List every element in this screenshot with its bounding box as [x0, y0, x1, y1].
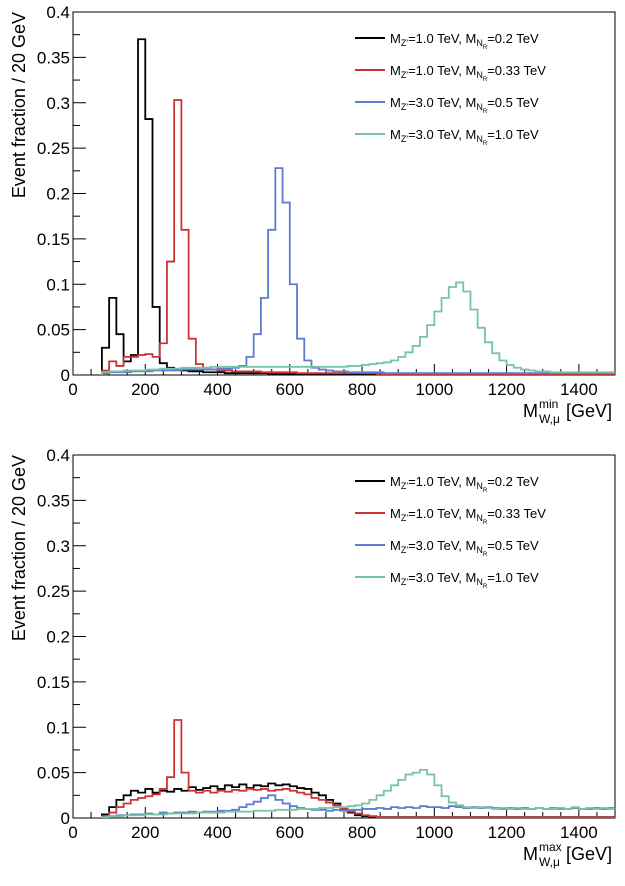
legend-entry-2: MZ'=3.0 TeV, MNR=0.5 TeV: [390, 538, 539, 558]
y-tick-label: 0.15: [37, 230, 70, 249]
y-tick-label: 0.3: [46, 537, 70, 556]
x-tick-label: 400: [203, 380, 231, 399]
y-tick-label: 0.05: [37, 764, 70, 783]
legend-entry-0: MZ'=1.0 TeV, MNR=0.2 TeV: [390, 474, 539, 494]
y-tick-label: 0: [61, 809, 70, 828]
y-tick-label: 0.1: [46, 718, 70, 737]
y-tick-label: 0.05: [37, 321, 70, 340]
x-axis-label: Mmin W,μ [GeV]: [523, 397, 612, 426]
y-axis-label: Event fraction / 20 GeV: [9, 12, 29, 198]
y-tick-label: 0.1: [46, 275, 70, 294]
series-line-0: [101, 38, 615, 375]
y-tick-label: 0.25: [37, 582, 70, 601]
legend-entry-2: MZ'=3.0 TeV, MNR=0.5 TeV: [390, 95, 539, 115]
x-tick-label: 800: [348, 380, 376, 399]
x-tick-label: 800: [348, 823, 376, 842]
legend-entry-1: MZ'=1.0 TeV, MNR=0.33 TeV: [390, 63, 546, 83]
y-tick-label: 0.15: [37, 673, 70, 692]
x-tick-label: 200: [131, 380, 159, 399]
y-tick-label: 0: [61, 366, 70, 385]
chart-bottom: 0 0.05 0.1 0.15 0.2 0.25 0.3 0.35 0.4 0 200 400 600 8…: [9, 446, 616, 869]
legend-entry-3: MZ'=3.0 TeV, MNR=1.0 TeV: [390, 570, 539, 590]
y-tick-label: 0.4: [46, 446, 70, 465]
x-tick-label: 600: [276, 380, 304, 399]
legend-entry-1: MZ'=1.0 TeV, MNR=0.33 TeV: [390, 506, 546, 526]
x-tick-label: 1200: [488, 823, 526, 842]
y-axis-label: Event fraction / 20 GeV: [9, 455, 29, 641]
x-tick-label: 1400: [560, 380, 598, 399]
x-tick-label: 0: [68, 823, 77, 842]
x-axis-label: Mmax W,μ [GeV]: [523, 840, 612, 869]
y-tick-label: 0.35: [37, 48, 70, 67]
y-tick-label: 0.25: [37, 139, 70, 158]
series-line-1: [101, 99, 615, 375]
chart-top: 0 0.05 0.1 0.15 0.2 0.25 0.3 0.35 0.4 0 200 400 600 8…: [9, 3, 616, 426]
y-tick-label: 0.35: [37, 491, 70, 510]
series-line-2: [101, 167, 615, 375]
legend-entry-3: MZ'=3.0 TeV, MNR=1.0 TeV: [390, 127, 539, 147]
x-tick-label: 400: [203, 823, 231, 842]
x-tick-label: 1400: [560, 823, 598, 842]
series-line-3: [101, 281, 615, 375]
y-tick-label: 0.2: [46, 185, 70, 204]
series-line-1: [101, 719, 615, 818]
x-tick-label: 1200: [488, 380, 526, 399]
x-tick-label: 1000: [415, 823, 453, 842]
legend-entry-0: MZ'=1.0 TeV, MNR=0.2 TeV: [390, 31, 539, 51]
x-tick-label: 600: [276, 823, 304, 842]
x-tick-label: 200: [131, 823, 159, 842]
x-tick-label: 0: [68, 380, 77, 399]
series-line-3: [101, 769, 615, 818]
x-tick-label: 1000: [415, 380, 453, 399]
y-tick-label: 0.2: [46, 628, 70, 647]
y-tick-label: 0.4: [46, 3, 70, 22]
y-tick-label: 0.3: [46, 94, 70, 113]
